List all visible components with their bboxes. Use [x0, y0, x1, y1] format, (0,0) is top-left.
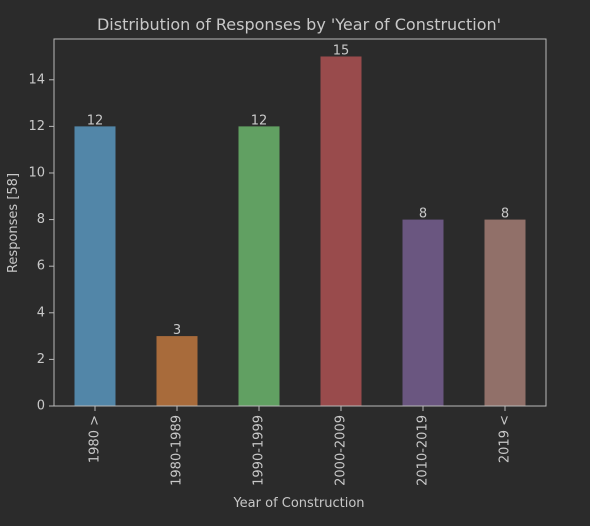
x-tick-label-1: 1980-1989 — [170, 415, 185, 486]
x-tick-label-5: 2019 < — [498, 415, 513, 463]
y-axis-label: Responses [58] — [6, 173, 21, 273]
bar-2 — [238, 126, 280, 406]
x-tick-label-3: 2000-2009 — [334, 415, 349, 486]
bar-5 — [484, 219, 526, 406]
bar-3 — [320, 56, 362, 406]
x-tick-label-0: 1980 > — [88, 415, 103, 463]
y-tick-label-4: 8 — [37, 212, 45, 227]
y-tick-label-3: 6 — [37, 259, 45, 274]
y-tick-label-5: 10 — [28, 165, 45, 180]
x-tick-label-4: 2010-2019 — [416, 415, 431, 486]
data-label-1: 3 — [173, 323, 181, 338]
y-tick-label-0: 0 — [37, 399, 45, 414]
y-tick-label-1: 2 — [37, 352, 45, 367]
data-label-5: 8 — [501, 207, 509, 222]
data-label-4: 8 — [419, 207, 427, 222]
plot-frame — [53, 38, 547, 407]
y-axis: 0 2 4 6 8 10 12 14 — [28, 72, 54, 414]
bar-1 — [156, 336, 198, 406]
bars-group — [74, 56, 526, 406]
data-label-3: 15 — [333, 43, 350, 58]
bar-0 — [74, 126, 116, 406]
bar-4 — [402, 219, 444, 406]
y-tick-label-6: 12 — [28, 119, 45, 134]
data-labels-group: 12 3 12 15 8 8 — [87, 43, 509, 338]
x-axis-label: Year of Construction — [232, 496, 364, 511]
x-axis: 1980 > 1980-1989 1990-1999 2000-2009 2010-20… — [88, 406, 513, 486]
y-tick-label-2: 4 — [37, 305, 45, 320]
data-label-2: 12 — [251, 113, 268, 128]
data-label-0: 12 — [87, 113, 104, 128]
x-tick-label-2: 1990-1999 — [252, 415, 267, 486]
chart-title: Distribution of Responses by 'Year of Co… — [97, 15, 501, 34]
y-tick-label-7: 14 — [28, 72, 45, 87]
